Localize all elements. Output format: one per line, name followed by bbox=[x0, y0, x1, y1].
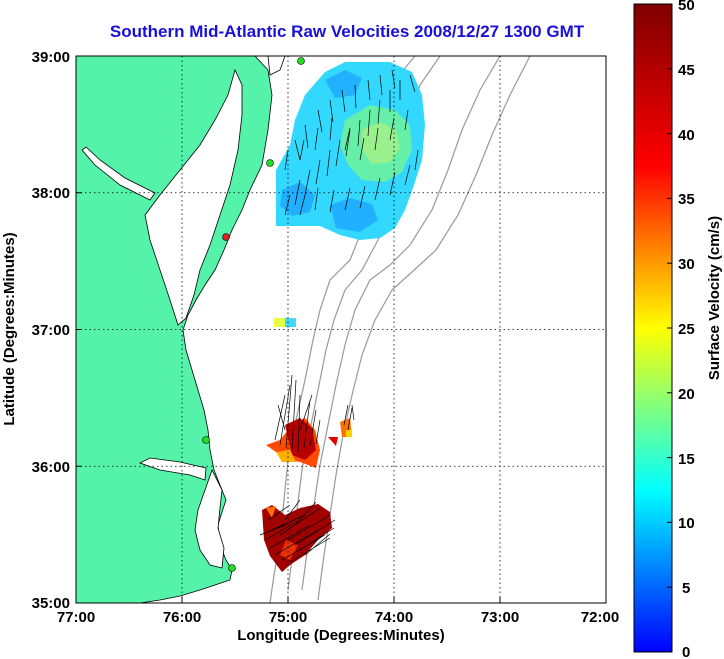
y-tick-label: 37:00 bbox=[32, 322, 70, 339]
colorbar-tick-label: 40 bbox=[678, 127, 695, 144]
tick-marks bbox=[75, 55, 607, 604]
x-tick-label: 73:00 bbox=[481, 609, 519, 626]
x-tick-label: 75:00 bbox=[269, 609, 307, 626]
grid-lines bbox=[76, 56, 606, 603]
colorbar-label: Surface Velocity (cm/s) bbox=[706, 216, 723, 380]
chesapeake-bay bbox=[144, 68, 243, 326]
map-title: Southern Mid-Atlantic Raw Velocities 200… bbox=[109, 22, 585, 41]
x-tick-label: 76:00 bbox=[163, 609, 201, 626]
pamlico-sound bbox=[194, 468, 225, 569]
potomac-river bbox=[81, 146, 156, 201]
colorbar-tick-label: 5 bbox=[682, 580, 690, 597]
colorbar-tick-label: 20 bbox=[678, 386, 695, 403]
colorbar-tick-label: 15 bbox=[678, 451, 695, 468]
colorbar bbox=[633, 3, 673, 653]
velocity-field-south bbox=[262, 504, 332, 572]
y-tick-label: 38:00 bbox=[32, 185, 70, 202]
x-tick-label: 77:00 bbox=[57, 609, 95, 626]
y-tick-label: 36:00 bbox=[32, 459, 70, 476]
y-tick-labels: 39:00 38:00 37:00 36:00 35:00 bbox=[32, 49, 70, 612]
delaware-bay bbox=[267, 56, 286, 76]
colorbar-tick-label: 25 bbox=[678, 321, 695, 338]
colorbar-tick-labels: 50 45 40 35 30 25 20 15 10 5 0 bbox=[678, 0, 695, 659]
colorbar-tick-label: 35 bbox=[678, 191, 695, 208]
colorbar-tick-label: 0 bbox=[682, 644, 690, 659]
albemarle-sound bbox=[138, 457, 207, 481]
y-axis-label: Latitude (Degrees:Minutes) bbox=[1, 232, 18, 425]
x-tick-label: 74:00 bbox=[375, 609, 413, 626]
colorbar-tick-label: 10 bbox=[678, 515, 695, 532]
colorbar-ticks bbox=[667, 3, 672, 653]
radar-stations bbox=[202, 57, 305, 572]
y-tick-label: 39:00 bbox=[32, 49, 70, 66]
x-tick-label: 72:00 bbox=[581, 609, 619, 626]
colorbar-tick-label: 50 bbox=[678, 0, 695, 14]
x-axis-label: Longitude (Degrees:Minutes) bbox=[237, 627, 445, 644]
y-tick-label: 35:00 bbox=[32, 595, 70, 612]
x-tick-labels: 77:00 76:00 75:00 74:00 73:00 72:00 bbox=[57, 609, 619, 626]
colorbar-tick-label: 30 bbox=[678, 256, 695, 273]
colorbar-tick-label: 45 bbox=[678, 62, 695, 79]
